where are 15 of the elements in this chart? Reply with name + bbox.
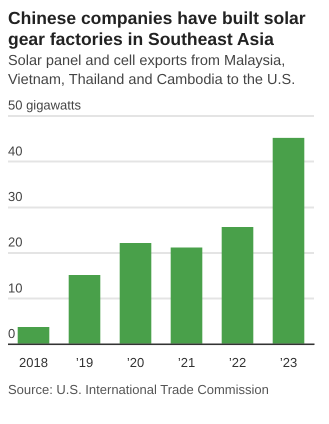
x-tick-label: ’22 [228,354,246,370]
x-tick-label: ’20 [126,354,144,370]
x-tick-label: ’23 [280,354,298,370]
y-tick-label: 20 [8,234,22,250]
x-tick-label: 2018 [19,354,48,370]
y-tick-label: 10 [8,280,22,296]
x-tick-label: ’21 [178,354,196,370]
y-tick-label: 50 gigawatts [8,98,82,113]
y-tick-label: 0 [8,326,16,341]
y-tick-label: 40 [8,143,22,158]
y-tick-label: 30 [8,188,22,204]
source-note: Source: U.S. International Trade Commission [8,382,270,397]
chart-title: Chinese companies have built solar gear factories in Southeast Asia [8,8,307,50]
x-tick-label: ’19 [76,354,94,370]
chart-subtitle: Solar panel and cell exports from Malaysia, Vietnam, Thailand and Cambodia to the U.S. [8,52,296,90]
